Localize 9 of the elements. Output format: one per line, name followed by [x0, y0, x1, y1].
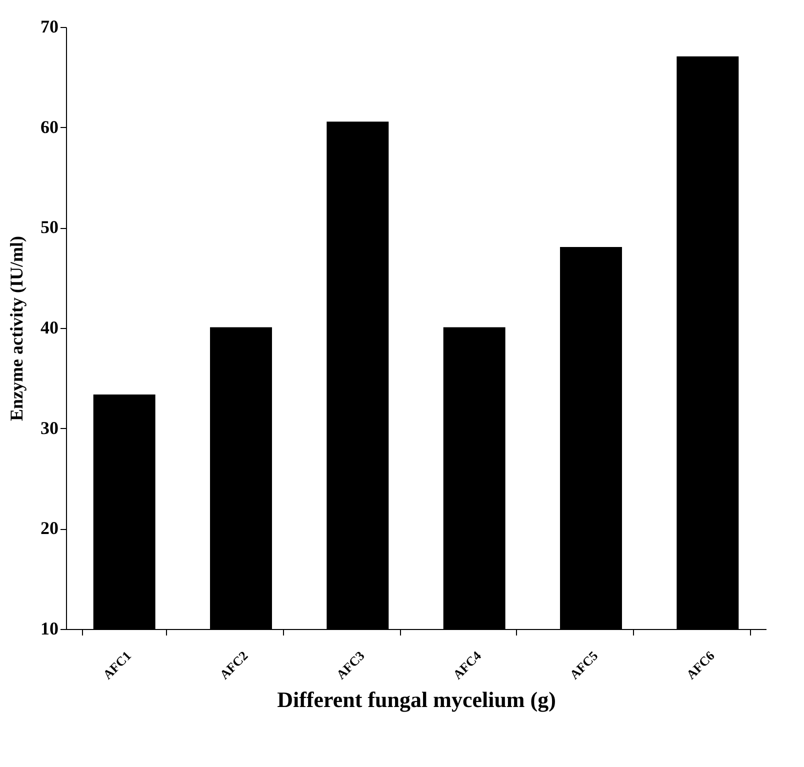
y-tick-label: 20: [40, 518, 58, 538]
y-tick-label: 30: [40, 418, 58, 438]
x-axis-title: Different fungal mycelium (g): [277, 687, 556, 712]
y-tick-label: 70: [40, 16, 58, 36]
y-tick-label: 10: [40, 618, 58, 638]
y-tick-label: 40: [40, 318, 58, 338]
y-tick-label: 60: [40, 116, 58, 137]
y-axis-title: Enzyme activity (IU/ml): [6, 236, 26, 421]
y-tick-label: 50: [40, 217, 58, 238]
